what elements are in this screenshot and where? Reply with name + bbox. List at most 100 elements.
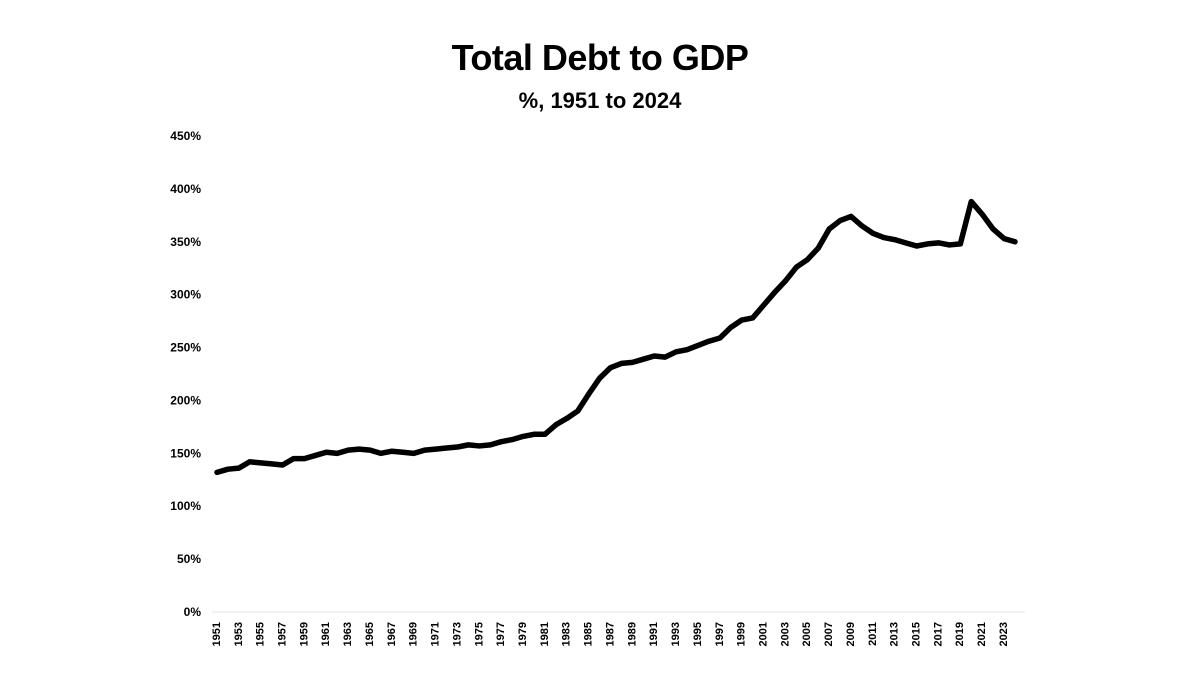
x-tick-label: 1987 (604, 622, 616, 646)
y-tick-label: 300% (170, 288, 201, 302)
y-tick-label: 0% (184, 605, 202, 619)
x-tick-label: 1979 (517, 622, 529, 646)
data-point (498, 439, 504, 445)
data-point (990, 226, 996, 232)
data-point (673, 349, 679, 355)
x-tick-label: 2001 (757, 622, 769, 646)
x-tick-label: 1965 (364, 622, 376, 646)
data-point (1001, 236, 1007, 242)
data-point (925, 241, 931, 247)
x-tick-label: 1999 (736, 622, 748, 646)
data-point (269, 461, 275, 467)
x-tick-label: 2017 (932, 622, 944, 646)
y-tick-label: 450% (170, 129, 201, 143)
data-point (870, 230, 876, 236)
x-tick-label: 1983 (561, 622, 573, 646)
x-tick-label: 2007 (823, 622, 835, 646)
data-point (695, 342, 701, 348)
x-tick-label: 1971 (430, 622, 442, 646)
x-tick-label: 1973 (451, 622, 463, 646)
data-point (761, 302, 767, 308)
x-tick-label: 2021 (976, 622, 988, 646)
data-point (542, 431, 548, 437)
data-point (684, 347, 690, 353)
x-tick-label: 2009 (845, 622, 857, 646)
data-point (651, 353, 657, 359)
data-point (968, 199, 974, 205)
data-point (892, 237, 898, 243)
x-tick-label: 1975 (473, 622, 485, 646)
data-points (214, 199, 1018, 475)
data-point (476, 443, 482, 449)
x-tick-label: 2011 (867, 622, 879, 646)
data-point (509, 437, 515, 443)
data-point (454, 444, 460, 450)
data-point (629, 359, 635, 365)
data-point (903, 240, 909, 246)
x-tick-label: 1995 (692, 622, 704, 646)
x-tick-label: 1961 (320, 622, 332, 646)
x-tick-label: 1977 (495, 622, 507, 646)
data-point (717, 335, 723, 341)
data-point (465, 442, 471, 448)
y-axis: 0% 50% 100% 150% 200% 250% 300% 350% 400% 450% (170, 129, 201, 619)
x-tick-label: 2005 (801, 622, 813, 646)
data-point (597, 375, 603, 381)
series-line-total-debt-to-gdp (214, 198, 1018, 476)
data-point (280, 462, 286, 468)
data-point (531, 431, 537, 437)
x-tick-label: 1955 (255, 622, 267, 646)
data-point (444, 445, 450, 451)
data-point (323, 449, 329, 455)
data-point (662, 354, 668, 360)
data-point (433, 446, 439, 452)
data-point (564, 415, 570, 421)
x-tick-label: 1989 (626, 622, 638, 646)
data-point (553, 422, 559, 428)
y-tick-label: 400% (170, 182, 201, 196)
data-point (739, 317, 745, 323)
data-point (291, 456, 297, 462)
data-point (957, 241, 963, 247)
y-tick-label: 100% (170, 499, 201, 513)
data-point (247, 459, 253, 465)
chart-subtitle: %, 1951 to 2024 (518, 88, 682, 113)
data-point (520, 433, 526, 439)
x-tick-label: 2013 (889, 622, 901, 646)
data-point (706, 338, 712, 344)
data-point (848, 213, 854, 219)
data-point (618, 360, 624, 366)
data-point (301, 456, 307, 462)
data-point (575, 408, 581, 414)
data-point (334, 450, 340, 456)
data-point (356, 446, 362, 452)
x-tick-label: 1981 (539, 622, 551, 646)
data-point (312, 452, 318, 458)
x-tick-label: 1957 (276, 622, 288, 646)
x-tick-label: 1969 (408, 622, 420, 646)
x-tick-label: 1993 (670, 622, 682, 646)
data-point (608, 365, 614, 371)
data-point (793, 264, 799, 270)
data-point (367, 447, 373, 453)
x-tick-label: 1991 (648, 622, 660, 646)
data-point (782, 278, 788, 284)
data-point (640, 356, 646, 362)
data-point (411, 450, 417, 456)
data-point (935, 240, 941, 246)
x-tick-label: 2015 (911, 622, 923, 646)
x-tick-label: 2019 (954, 622, 966, 646)
y-tick-label: 150% (170, 446, 201, 460)
x-tick-label: 1951 (211, 622, 223, 646)
data-point (946, 242, 952, 248)
y-tick-label: 250% (170, 341, 201, 355)
x-axis: 1951 1953 1955 1957 1959 1961 1963 1965 1967 1969… (211, 622, 1010, 646)
x-tick-label: 1963 (342, 622, 354, 646)
data-point (772, 290, 778, 296)
data-point (586, 391, 592, 397)
y-tick-label: 200% (170, 393, 201, 407)
x-tick-label: 1967 (386, 622, 398, 646)
data-point (750, 315, 756, 321)
data-point (914, 243, 920, 249)
